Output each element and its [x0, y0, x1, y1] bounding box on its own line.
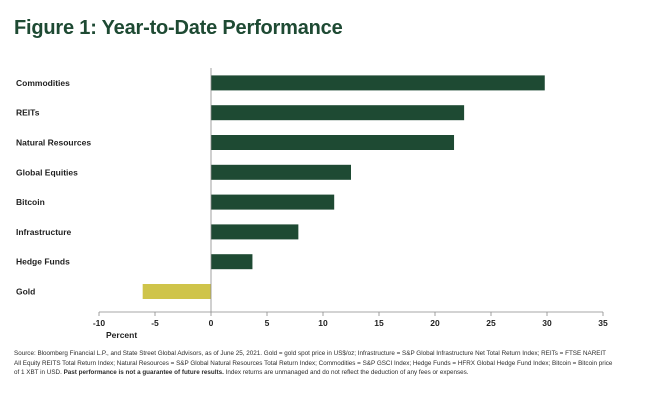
category-label: Infrastructure: [16, 227, 72, 237]
x-tick-label: -5: [151, 318, 159, 328]
category-label: Commodities: [16, 78, 70, 88]
x-tick-label: 15: [374, 318, 384, 328]
x-tick-label: 5: [265, 318, 270, 328]
x-tick-label: 0: [209, 318, 214, 328]
x-tick-label: 25: [486, 318, 496, 328]
x-tick-label: 30: [542, 318, 552, 328]
bar-hedge-funds: [211, 254, 253, 270]
category-label: Bitcoin: [16, 197, 45, 207]
bars-group: [142, 75, 545, 299]
source-disclaimer: Past performance is not a guarantee of f…: [63, 369, 224, 377]
source-note: Source: Bloomberg Financial L.P., and St…: [14, 349, 614, 378]
bar-infrastructure: [211, 224, 299, 240]
bar-reits: [211, 105, 465, 121]
x-tick-label: -10: [93, 318, 106, 328]
x-tick-label: 35: [598, 318, 608, 328]
bar-gold: [142, 284, 211, 299]
x-tick-label: 20: [430, 318, 440, 328]
category-label: REITs: [16, 108, 40, 118]
bar-natural-resources: [211, 135, 455, 150]
category-label: Global Equities: [16, 167, 78, 177]
bar-commodities: [211, 75, 545, 91]
axes-group: [98, 68, 604, 316]
category-labels: Commodities REITs Natural Resources Global …: [16, 78, 91, 297]
bar-bitcoin: [211, 194, 335, 210]
tick-labels: -10 -5 0 5 10 15 20 25 30 35: [93, 318, 608, 328]
category-label: Natural Resources: [16, 138, 91, 148]
x-tick-label: 10: [318, 318, 328, 328]
bar-global-equities: [211, 164, 351, 180]
category-label: Gold: [16, 287, 35, 297]
x-axis-title: Percent: [106, 330, 137, 340]
bar-chart: Commodities REITs Natural Resources Global …: [16, 68, 608, 340]
category-label: Hedge Funds: [16, 257, 70, 267]
chart-title: Figure 1: Year-to-Date Performance: [14, 17, 343, 39]
source-text-end: Index returns are unmanaged and do not r…: [225, 369, 469, 377]
source-text: Source: Bloomberg Financial L.P., and St…: [14, 350, 613, 377]
